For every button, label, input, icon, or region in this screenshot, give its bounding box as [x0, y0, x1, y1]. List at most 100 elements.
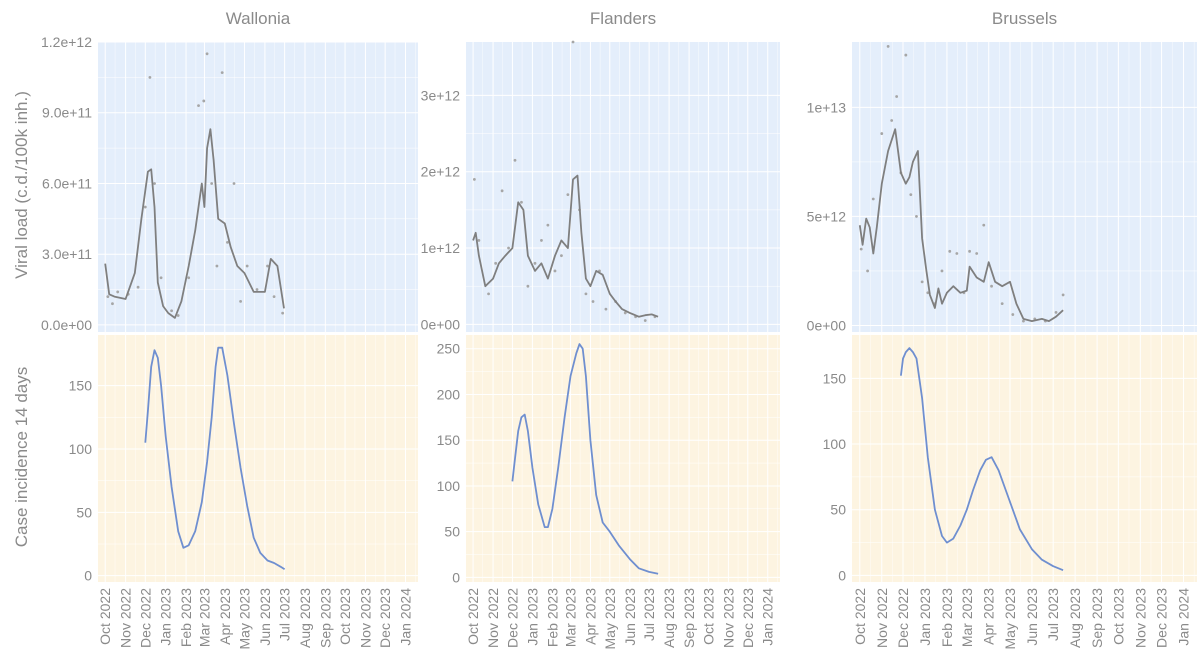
case-incidence-panel: 0 50 100 150 — [69, 335, 418, 584]
viral-load-point — [255, 288, 259, 291]
viral-load-line — [104, 128, 285, 319]
y-tick-label: 150 — [437, 432, 461, 448]
x-tick-label: Oct 2022 — [97, 588, 113, 645]
x-tick-label: Sep 2023 — [681, 588, 697, 648]
viral-load-point — [245, 264, 249, 268]
viral-load-point — [494, 261, 498, 265]
viral-load-panel: 0e+00 5e+12 1e+13 — [807, 42, 1197, 333]
y-tick-label: 150 — [69, 378, 93, 394]
viral-load-point — [890, 119, 894, 122]
x-tick-label: Aug 2023 — [1067, 588, 1083, 648]
x-tick-label: Apr 2023 — [217, 588, 233, 645]
viral-load-point — [1000, 302, 1004, 306]
panel-flanders: Flanders 0e+00 1e+12 2e+12 3e+12 0 50 100 150 200… — [421, 9, 780, 649]
y-tick-label: 250 — [437, 341, 461, 357]
viral-load-point — [220, 71, 224, 75]
viral-load-point — [904, 53, 908, 57]
y-tick-label: 200 — [437, 386, 461, 402]
x-tick-label: Jan 2024 — [1176, 588, 1192, 646]
x-tick-label: Oct 2022 — [852, 588, 868, 645]
viral-load-point — [187, 276, 191, 280]
case-incidence-panel: 0 50 100 150 200 250 — [437, 335, 780, 585]
viral-load-point — [871, 197, 875, 201]
viral-load-point — [584, 292, 588, 296]
y-tick-label: 50 — [76, 504, 92, 520]
viral-load-point — [623, 311, 627, 315]
viral-load-point — [553, 269, 557, 273]
viral-load-point — [926, 291, 930, 295]
viral-load-point — [143, 205, 147, 209]
case-incidence-panel-background — [98, 335, 418, 582]
x-tick-label: May 2023 — [602, 588, 618, 650]
viral-load-point — [526, 284, 530, 288]
y-tick-label: 3.0e+11 — [42, 246, 92, 262]
x-tick-label: Mar 2023 — [196, 588, 212, 647]
viral-load-point — [210, 182, 214, 185]
case-incidence-line — [900, 347, 1064, 572]
panel-brussels: Brussels 0e+00 5e+12 1e+13 0 50 100 150 Oct 2022… — [807, 9, 1197, 649]
y-tick-label: 9.0e+11 — [42, 105, 92, 121]
x-tick-label: Dec 2022 — [895, 588, 911, 648]
x-tick-label: Jun 2023 — [622, 588, 638, 646]
y-tick-label: 0.0e+00 — [41, 317, 92, 333]
x-tick-label: Sep 2023 — [317, 588, 333, 648]
x-tick-label: Oct 2022 — [465, 588, 481, 645]
viral-load-point — [886, 44, 890, 48]
y-tick-label: 100 — [437, 478, 461, 494]
viral-load-point — [148, 75, 152, 79]
x-tick-label: Mar 2023 — [563, 588, 579, 647]
y-label-case-incidence: Case incidence 14 days — [12, 367, 31, 548]
y-tick-label: 0 — [84, 568, 92, 584]
viral-load-point — [948, 249, 952, 253]
viral-load-point — [909, 193, 913, 197]
viral-load-point — [940, 269, 944, 273]
viral-load-panel: 0e+00 1e+12 2e+12 3e+12 — [421, 42, 780, 332]
x-tick-label: Jun 2023 — [257, 588, 273, 646]
viral-load-point — [116, 290, 120, 294]
x-tick-label: Apr 2023 — [981, 588, 997, 645]
panel-wallonia: Wallonia 0.0e+00 3.0e+11 6.0e+11 9.0e+11 1.2e… — [41, 9, 418, 649]
viral-load-point — [513, 158, 517, 162]
y-label-viral-load: Viral load (c.d./100k inh.) — [12, 91, 31, 279]
x-tick-label: Jan 2023 — [524, 588, 540, 646]
viral-load-point — [560, 254, 563, 258]
viral-load-point — [895, 95, 899, 98]
x-tick-label: Jul 2023 — [277, 588, 293, 641]
x-tick-label: Nov 2022 — [874, 588, 890, 648]
viral-load-point — [232, 182, 236, 185]
viral-load-point — [226, 241, 229, 244]
viral-load-point — [266, 264, 269, 268]
panel-title: Wallonia — [226, 9, 291, 28]
y-tick-label: 150 — [823, 370, 847, 386]
x-tick-label: Dec 2022 — [504, 588, 520, 648]
viral-load-point — [202, 99, 206, 103]
x-tick-label: Nov 2023 — [357, 588, 373, 648]
viral-load-point — [859, 247, 863, 251]
viral-load-point — [106, 295, 110, 299]
viral-load-line — [858, 128, 1064, 323]
viral-load-point — [533, 261, 537, 265]
y-tick-label: 5e+12 — [807, 208, 847, 224]
x-tick-label: Aug 2023 — [661, 588, 677, 648]
y-tick-label: 50 — [830, 502, 846, 518]
x-tick-label: Dec 2023 — [740, 588, 756, 648]
viral-load-point — [272, 295, 276, 299]
panel-title: Brussels — [992, 9, 1057, 28]
viral-load-point — [968, 249, 971, 253]
y-tick-label: 6.0e+11 — [42, 175, 92, 191]
viral-load-point — [1061, 293, 1065, 297]
x-tick-label: Feb 2023 — [178, 588, 194, 647]
case-incidence-line — [511, 343, 659, 575]
x-tick-label: Jan 2024 — [760, 588, 776, 646]
x-tick-label: Oct 2023 — [337, 588, 353, 645]
viral-load-point — [566, 193, 570, 197]
viral-load-point — [955, 252, 959, 255]
y-tick-label: 1.2e+12 — [41, 34, 92, 50]
viral-load-point — [591, 300, 595, 303]
viral-load-point — [170, 309, 173, 313]
viral-load-point — [500, 189, 504, 193]
viral-load-point — [975, 252, 979, 255]
case-incidence-line — [144, 346, 286, 571]
y-tick-label: 0e+00 — [421, 316, 461, 332]
